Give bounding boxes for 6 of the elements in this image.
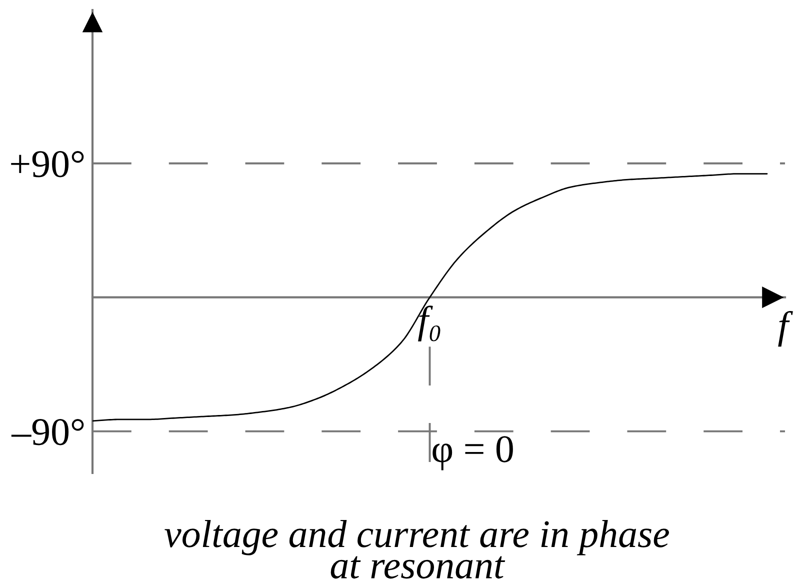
ref-line-label: φ = 0 bbox=[432, 436, 513, 470]
y-tick-label: +90° bbox=[11, 150, 84, 178]
text: voltage and current are in phase at resonant bbox=[164, 520, 670, 579]
x-axis-title: f bbox=[778, 310, 793, 347]
x-tick-label: f₀ bbox=[418, 306, 440, 342]
y-tick-label: –90° bbox=[11, 418, 84, 446]
